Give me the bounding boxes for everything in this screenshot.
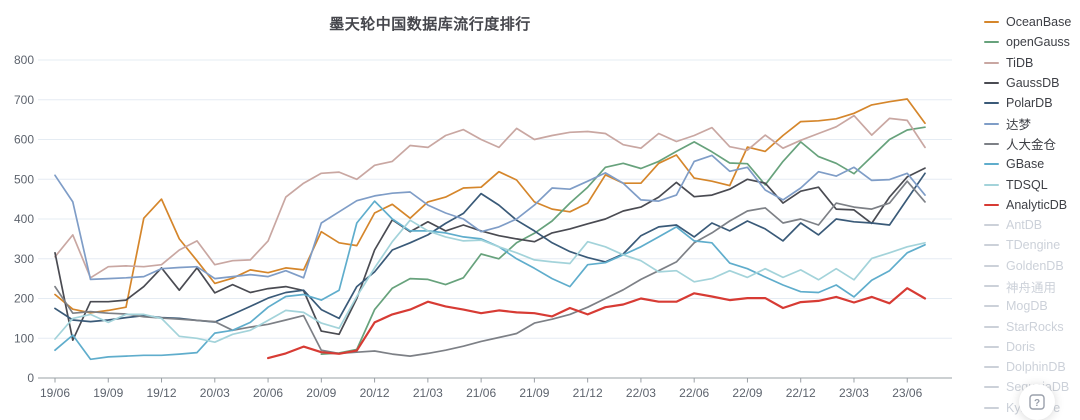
x-axis-tick-label: 22/06 [679,386,709,400]
legend-swatch [984,406,999,409]
legend-item-Doris[interactable]: Doris [984,337,1080,357]
legend-item-达梦[interactable]: 达梦 [984,113,1080,133]
x-axis-tick-label: 19/06 [40,386,70,400]
legend: OceanBase openGauss TiDB GaussDB PolarDB 达梦人大… [984,12,1080,418]
legend-label: openGauss [1006,35,1070,50]
x-axis-tick-label: 22/12 [786,386,816,400]
x-axis-tick-label: 20/03 [200,386,230,400]
legend-item-TDengine[interactable]: TDengine [984,235,1080,255]
series-line-AnalyticDB [267,287,927,360]
legend-label: TiDB [1006,55,1034,70]
series-line-人大金仓 [54,180,926,357]
legend-swatch [984,345,999,348]
x-axis-tick-label: 20/06 [253,386,283,400]
legend-label: StarRocks [1006,319,1064,334]
legend-label: GaussDB [1006,76,1060,91]
legend-swatch [984,21,999,24]
x-axis-tick-label: 22/09 [732,386,762,400]
legend-swatch [984,183,999,186]
series-line-达梦 [54,154,926,281]
legend-swatch [984,82,999,85]
legend-swatch [984,122,999,125]
series-line-GBase [54,200,926,361]
legend-label: OceanBase [1006,15,1072,30]
legend-item-OceanBase[interactable]: OceanBase [984,12,1080,32]
x-axis-tick-label: 19/12 [147,386,177,400]
x-axis-tick-label: 20/09 [306,386,336,400]
legend-item-DolphinDB[interactable]: DolphinDB [984,357,1080,377]
x-axis-tick-label: 23/03 [839,386,869,400]
legend-item-AntDB[interactable]: AntDB [984,215,1080,235]
y-axis-tick-label: 700 [14,93,34,107]
legend-item-GoldenDB[interactable]: GoldenDB [984,256,1080,276]
series-line-TDSQL [54,219,926,344]
x-axis-tick-label: 20/12 [360,386,390,400]
legend-swatch [984,61,999,64]
legend-swatch [984,366,999,369]
chart-title: 墨天轮中国数据库流行度排行 [329,16,531,33]
legend-label: GoldenDB [1006,258,1064,273]
legend-swatch [984,264,999,267]
y-axis-tick-label: 300 [14,252,34,266]
x-axis-tick-label: 21/06 [466,386,496,400]
legend-label: TDSQL [1006,177,1048,192]
legend-item-MogDB[interactable]: MogDB [984,296,1080,316]
y-axis-tick-label: 100 [14,331,34,345]
y-axis-tick-label: 0 [27,371,34,385]
legend-label: AntDB [1006,218,1043,233]
legend-item-GBase[interactable]: GBase [984,154,1080,174]
legend-label: 神舟通用 [1006,280,1057,295]
legend-item-人大金仓[interactable]: 人大金仓 [984,134,1080,154]
y-axis-tick-label: 600 [14,133,34,147]
legend-swatch [984,41,999,44]
legend-label: 达梦 [1006,118,1032,133]
series-line-TiDB [54,114,926,279]
legend-swatch [984,102,999,105]
help-button[interactable]: ? [1019,384,1055,420]
x-axis-tick-label: 22/03 [626,386,656,400]
x-axis-tick-label: 19/09 [93,386,123,400]
legend-label: PolarDB [1006,96,1053,111]
legend-label: AnalyticDB [1006,197,1068,212]
series-line-openGauss [320,126,926,355]
y-axis-tick-label: 800 [14,53,34,67]
legend-item-TiDB[interactable]: TiDB [984,53,1080,73]
legend-item-TDSQL[interactable]: TDSQL [984,174,1080,194]
x-axis-tick-label: 21/03 [413,386,443,400]
legend-swatch [984,386,999,389]
question-mark-icon: ? [1029,394,1045,410]
y-axis-tick-label: 500 [14,172,34,186]
legend-item-PolarDB[interactable]: PolarDB [984,93,1080,113]
legend-item-StarRocks[interactable]: StarRocks [984,316,1080,336]
x-axis-tick-label: 21/12 [573,386,603,400]
x-axis-tick-label: 23/06 [892,386,922,400]
legend-swatch [984,203,999,206]
legend-item-神舟通用[interactable]: 神舟通用 [984,276,1080,296]
legend-swatch [984,285,999,287]
legend-swatch [984,224,999,227]
y-axis-tick-label: 200 [14,292,34,306]
legend-item-AnalyticDB[interactable]: AnalyticDB [984,195,1080,215]
legend-label: 人大金仓 [1006,138,1057,153]
legend-label: GBase [1006,157,1045,172]
x-axis-tick-label: 21/09 [519,386,549,400]
legend-swatch [984,244,999,247]
legend-swatch [984,305,999,308]
legend-item-GaussDB[interactable]: GaussDB [984,73,1080,93]
legend-swatch [984,142,999,145]
svg-text:?: ? [1034,398,1040,409]
legend-swatch [984,325,999,328]
legend-label: DolphinDB [1006,360,1066,375]
series-line-OceanBase [54,98,926,314]
legend-label: Doris [1006,339,1036,354]
legend-label: MogDB [1006,299,1048,314]
legend-label: TDengine [1006,238,1061,253]
legend-swatch [984,163,999,166]
series-line-GaussDB [54,167,926,342]
legend-item-openGauss[interactable]: openGauss [984,32,1080,52]
y-axis-tick-label: 400 [14,212,34,226]
